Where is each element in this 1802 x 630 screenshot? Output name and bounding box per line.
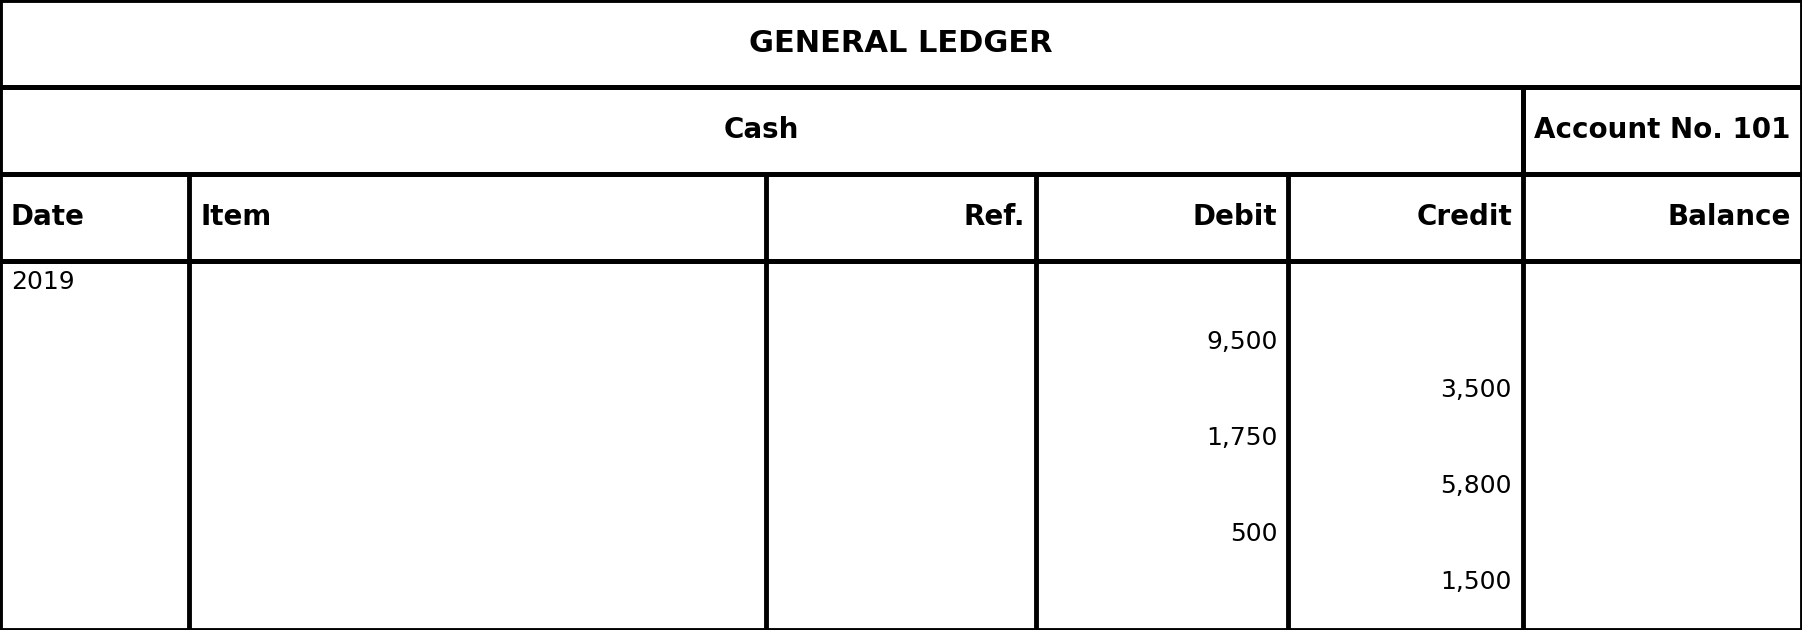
Text: 1,750: 1,750 (1206, 426, 1278, 450)
Text: 500: 500 (1231, 522, 1278, 546)
Text: Debit: Debit (1193, 203, 1278, 231)
Text: 5,800: 5,800 (1440, 474, 1512, 498)
Text: Credit: Credit (1416, 203, 1512, 231)
Text: 9,500: 9,500 (1206, 330, 1278, 354)
Bar (0, 0, 1802, 87)
Bar (0, 174, 1802, 261)
Bar (0, 261, 1802, 630)
Text: Account No. 101: Account No. 101 (1534, 117, 1791, 144)
Bar (1523, 87, 1802, 174)
Text: Balance: Balance (1669, 203, 1791, 231)
Text: 3,500: 3,500 (1440, 378, 1512, 402)
Text: 1,500: 1,500 (1440, 570, 1512, 594)
Bar (0, 87, 1523, 174)
Text: Item: Item (200, 203, 272, 231)
Text: GENERAL LEDGER: GENERAL LEDGER (750, 29, 1052, 58)
Text: Date: Date (11, 203, 85, 231)
Text: Ref.: Ref. (964, 203, 1025, 231)
Text: 2019: 2019 (11, 270, 74, 294)
Text: Cash: Cash (724, 117, 798, 144)
